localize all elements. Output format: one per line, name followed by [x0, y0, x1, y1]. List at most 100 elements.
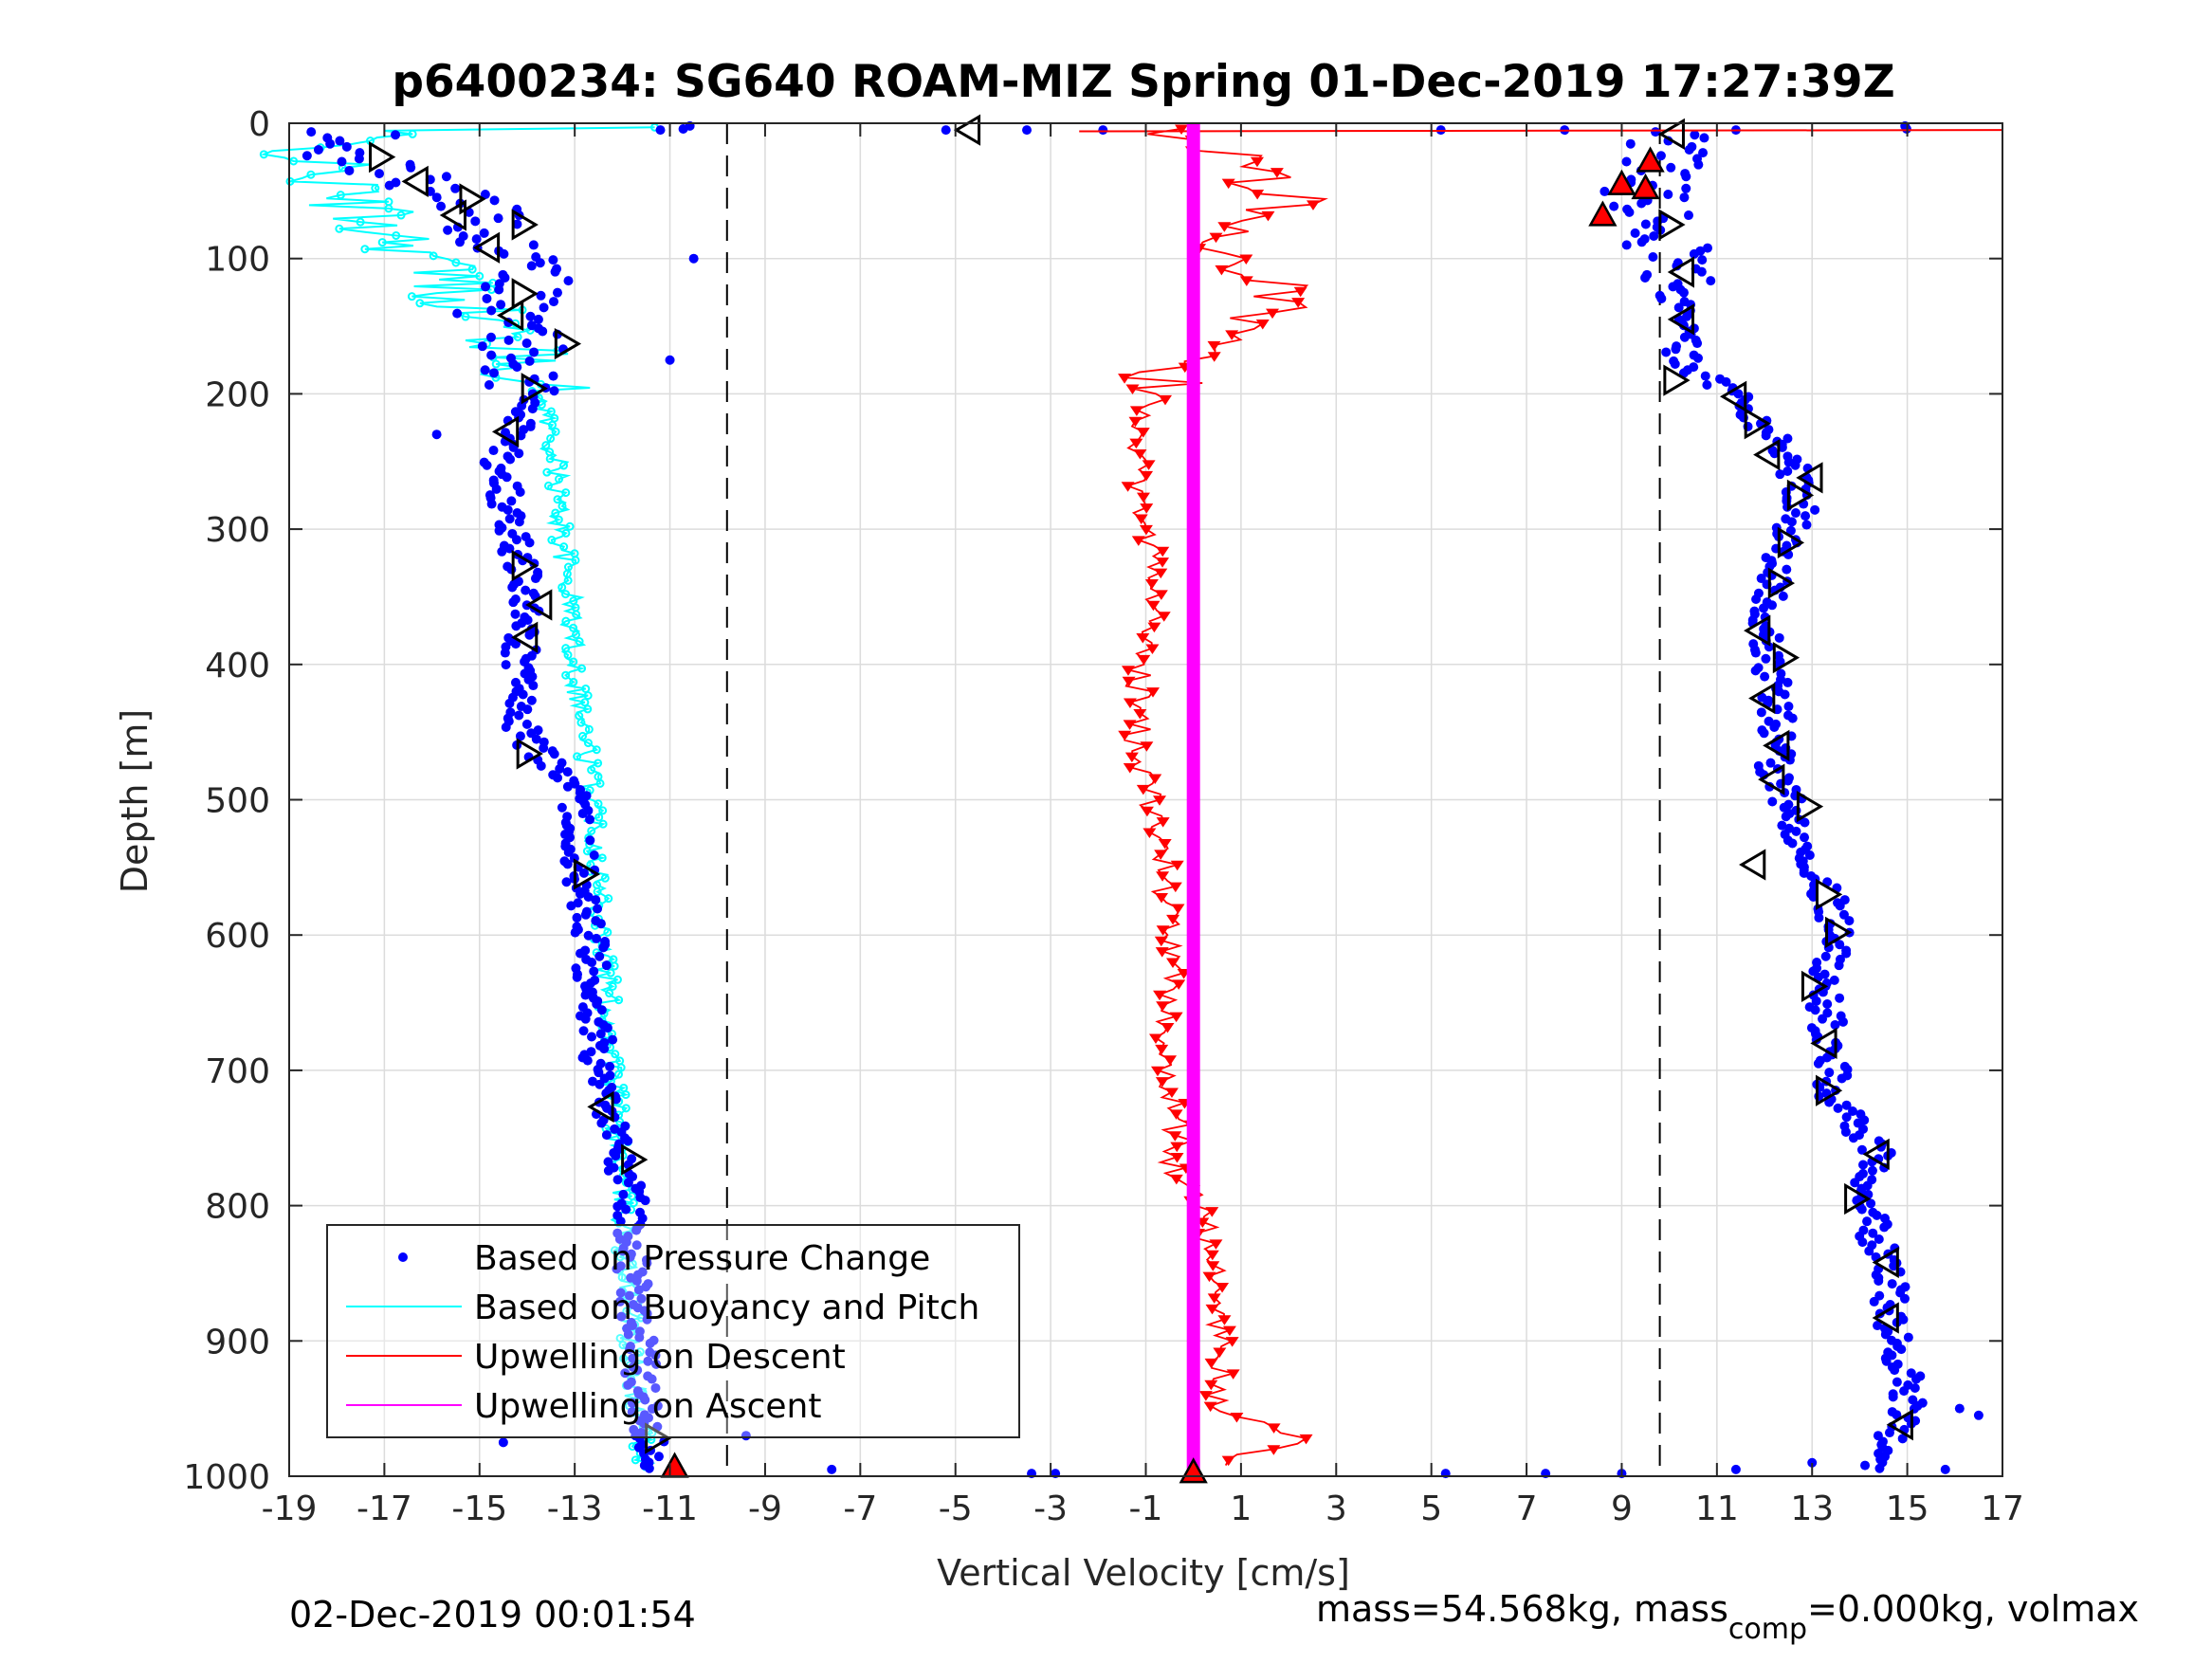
buoyancy-pitch-point — [356, 217, 365, 227]
buoyancy-pitch-point — [461, 312, 470, 321]
pressure-point — [591, 895, 601, 905]
pitch-marker — [491, 415, 520, 448]
upwelling-descent-marker — [1222, 1325, 1236, 1337]
pressure-point — [1666, 162, 1676, 173]
buoyancy-pitch-point — [580, 698, 590, 707]
pressure-point — [503, 335, 514, 345]
pressure-point — [578, 1026, 589, 1036]
pressure-point — [612, 1201, 623, 1212]
pressure-point — [1813, 1058, 1823, 1069]
upwelling-descent-marker — [1169, 1109, 1183, 1120]
buoyancy-pitch-point — [572, 630, 581, 639]
buoyancy-pitch-point — [595, 778, 605, 788]
pressure-point — [1761, 430, 1771, 441]
pressure-point — [313, 144, 323, 155]
pressure-point — [1781, 812, 1791, 822]
pressure-point — [1782, 466, 1793, 477]
buoyancy-pitch-point — [392, 230, 401, 240]
pressure-point — [562, 781, 573, 792]
upwelling-descent-marker — [1205, 1250, 1219, 1261]
buoyancy-pitch-point — [603, 927, 612, 937]
pressure-point — [1862, 1216, 1873, 1227]
pressure-point — [1756, 574, 1766, 584]
pressure-point — [583, 930, 594, 941]
pressure-point — [1880, 1329, 1891, 1340]
pitch-marker — [1772, 642, 1801, 674]
pressure-point — [1810, 1005, 1820, 1015]
legend-label: Upwelling on Descent — [474, 1338, 846, 1377]
pressure-point — [494, 525, 504, 536]
pressure-point — [1866, 1198, 1876, 1209]
upwelling-descent-marker — [1166, 914, 1180, 925]
pressure-point — [1841, 1112, 1852, 1123]
pressure-point — [612, 1264, 622, 1274]
y-tick-label: 600 — [205, 917, 270, 956]
pressure-point — [1910, 1374, 1921, 1384]
pressure-point — [1750, 666, 1761, 676]
pressure-point — [651, 1359, 662, 1369]
pressure-point — [1655, 151, 1666, 161]
buoyancy-pitch-point — [559, 461, 569, 470]
pitch-marker — [1886, 1409, 1913, 1441]
buoyancy-pitch-point — [408, 129, 417, 138]
pitch-markers — [369, 114, 1913, 1454]
pressure-point — [596, 1005, 607, 1015]
upwelling-descent-marker — [1121, 666, 1135, 676]
buoyancy-pitch-point — [545, 454, 555, 464]
pressure-point — [1856, 1204, 1867, 1215]
pressure-point — [582, 1055, 593, 1066]
pressure-point — [1910, 1382, 1920, 1393]
upwelling-descent-marker — [1131, 536, 1145, 546]
pressure-point — [612, 1175, 623, 1185]
pressure-outlier — [655, 125, 666, 136]
buoyancy-pitch-point — [551, 427, 560, 436]
buoyancy-pitch-point — [546, 433, 556, 443]
pitch-marker — [1758, 763, 1785, 795]
pressure-point — [539, 742, 549, 753]
upwelling-descent-marker — [1154, 850, 1168, 860]
pressure-point — [634, 1332, 645, 1343]
pressure-point — [335, 136, 345, 146]
pressure-point — [1841, 1100, 1852, 1110]
upwelling-descent-marker — [1123, 720, 1137, 730]
pressure-point — [1824, 1097, 1835, 1107]
pressure-point — [484, 379, 494, 390]
upwelling-descent-marker — [1175, 124, 1189, 136]
pressure-point — [1814, 912, 1824, 923]
pressure-point — [521, 719, 532, 729]
upwelling-descent-marker — [1156, 817, 1170, 828]
buoyancy-pitch-point — [467, 265, 477, 274]
pressure-point — [522, 704, 533, 715]
pressure-point — [611, 1151, 621, 1161]
pressure-point — [585, 835, 595, 846]
pressure-point — [1702, 379, 1712, 390]
pressure-point — [525, 311, 536, 321]
x-tick-label: -13 — [547, 1489, 603, 1528]
buoyancy-pitch-point — [576, 718, 586, 727]
buoyancy-pitch-point — [541, 441, 551, 450]
pressure-point — [1630, 228, 1640, 238]
buoyancy-pitch-point — [604, 894, 613, 904]
y-tick-label: 400 — [205, 647, 270, 685]
upwelling-descent-marker — [1225, 1337, 1239, 1347]
pressure-point — [1848, 1106, 1858, 1116]
pressure-point — [1761, 653, 1771, 664]
upwelling-descent-marker — [1133, 448, 1147, 460]
upwelling-descent-marker — [1148, 1033, 1162, 1044]
pressure-point — [384, 180, 394, 191]
footer-mass-post: =0.000kg, volmax — [1807, 1588, 2139, 1630]
legend-box — [326, 1224, 1020, 1438]
pressure-point — [375, 169, 385, 179]
upwelling-descent-marker — [1204, 1358, 1218, 1369]
pressure-point — [1867, 1165, 1877, 1176]
pressure-point — [1791, 826, 1801, 836]
pressure-point — [517, 400, 527, 411]
buoyancy-pitch-point — [259, 150, 268, 159]
pressure-point — [526, 261, 537, 271]
pitch-marker — [1786, 479, 1815, 512]
upwelling-descent-marker — [1136, 633, 1150, 644]
pressure-point — [598, 942, 609, 953]
upwelling-descent-marker — [1215, 265, 1229, 276]
pitch-marker — [1872, 1302, 1899, 1334]
pitch-marker — [459, 183, 486, 215]
